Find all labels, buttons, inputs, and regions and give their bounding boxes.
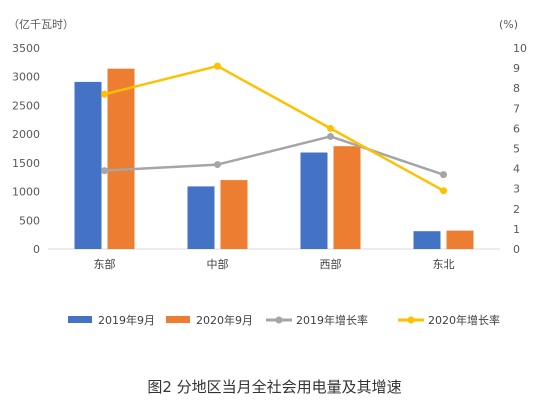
left-axis-ticks: 0 500 1000 1500 2000 2500 3000 3500 (12, 42, 40, 256)
left-tick-label: 3000 (12, 71, 40, 84)
bar-0-0 (74, 81, 102, 249)
legend-marker-2 (275, 316, 283, 324)
category-label: 中部 (207, 257, 229, 271)
bar-1-3 (446, 230, 474, 249)
left-tick-label: 3500 (12, 42, 40, 55)
series-line-2 (104, 135, 444, 176)
category-label: 东北 (433, 258, 455, 271)
category-label: 东部 (94, 257, 116, 271)
legend-label-1: 2020年9月 (196, 313, 253, 327)
right-tick-label: 7 (513, 102, 520, 115)
left-tick-label: 1500 (12, 157, 40, 170)
left-axis-unit: （亿千瓦时） (8, 18, 74, 31)
bar-0-1 (187, 186, 215, 249)
bar-0-2 (300, 152, 328, 249)
left-tick-label: 500 (19, 214, 40, 227)
bar-1-0 (107, 68, 135, 249)
right-tick-label: 1 (513, 223, 520, 236)
right-axis-unit: (%) (499, 18, 518, 31)
legend-swatch-1 (166, 316, 190, 323)
bars (74, 68, 474, 249)
figure-caption: 图2 分地区当月全社会用电量及其增速 (147, 378, 402, 396)
legend: 2019年9月 2020年9月 2019年增长率 2020年增长率 (68, 313, 500, 327)
category-label: 西部 (320, 257, 342, 271)
line-point-2-3 (440, 171, 447, 179)
series-lines (101, 62, 447, 195)
legend-marker-3 (407, 316, 415, 324)
line-point-2-0 (101, 167, 108, 175)
line-point-2-2 (327, 132, 334, 140)
line-point-3-1 (214, 62, 221, 70)
right-tick-label: 6 (513, 122, 520, 135)
right-tick-label: 10 (513, 42, 527, 55)
bar-0-3 (413, 231, 441, 249)
line-point-2-1 (214, 161, 221, 169)
right-tick-label: 8 (513, 82, 520, 95)
line-point-3-3 (440, 187, 447, 195)
left-tick-label: 1000 (12, 186, 40, 199)
line-point-3-0 (101, 90, 108, 98)
right-tick-label: 3 (513, 183, 520, 196)
right-tick-label: 9 (513, 62, 520, 75)
legend-label-3: 2020年增长率 (428, 313, 500, 327)
category-labels: 东部 中部 西部 东北 (94, 257, 455, 271)
line-point-3-2 (327, 124, 334, 132)
bar-1-2 (333, 146, 361, 249)
legend-label-2: 2019年增长率 (296, 313, 368, 327)
series-line-3 (104, 64, 445, 192)
right-tick-label: 0 (513, 243, 520, 256)
right-tick-label: 2 (513, 203, 520, 216)
bar-1-1 (220, 180, 248, 249)
left-tick-label: 2500 (12, 99, 40, 112)
legend-label-0: 2019年9月 (98, 313, 155, 327)
right-tick-label: 4 (513, 163, 520, 176)
legend-swatch-0 (68, 316, 92, 323)
right-axis-ticks: 0 1 2 3 4 5 6 7 8 9 10 (513, 42, 527, 256)
left-tick-label: 2000 (12, 128, 40, 141)
right-tick-label: 5 (513, 143, 520, 156)
left-tick-label: 0 (33, 243, 40, 256)
